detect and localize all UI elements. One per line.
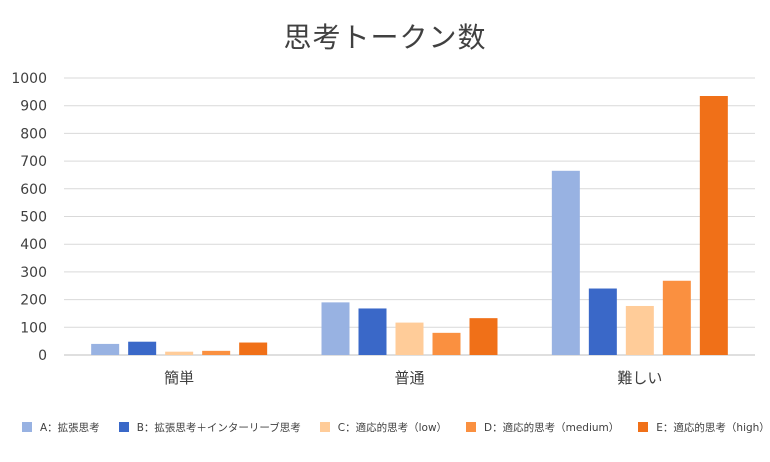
- bar-0-0: [91, 343, 120, 355]
- bars: [91, 96, 728, 355]
- legend-label: C：適応的思考（low）: [337, 421, 448, 434]
- legend-label: D：適応的思考（medium）: [484, 421, 620, 434]
- legend-swatch: [638, 422, 649, 432]
- legend-item: A：拡張思考: [22, 420, 100, 435]
- x-tick-label: 難しい: [617, 369, 662, 387]
- y-tick-label: 800: [20, 126, 47, 142]
- bar-1-0: [321, 302, 350, 355]
- x-tick-label: 簡単: [164, 369, 194, 387]
- bar-0-2: [165, 351, 194, 355]
- legend-label: E：適応的思考（high）: [656, 421, 770, 434]
- chart-title: 思考トークン数: [283, 21, 487, 54]
- bar-1-4: [469, 318, 498, 355]
- y-axis-ticks: 0 100 200 300 400 500 600 700 800 900 1000: [11, 71, 47, 364]
- x-tick-label: 普通: [394, 369, 424, 387]
- legend-item: B：拡張思考＋インターリーブ思考: [118, 420, 301, 435]
- y-tick-label: 100: [20, 320, 47, 336]
- bar-1-1: [358, 308, 387, 355]
- bar-1-2: [395, 322, 424, 355]
- legend-swatch: [22, 422, 32, 432]
- x-axis-ticks: 簡単 普通 難しい: [164, 369, 662, 387]
- y-tick-label: 400: [20, 237, 47, 253]
- bar-0-3: [202, 350, 231, 355]
- bar-2-1: [588, 288, 617, 355]
- y-tick-label: 1000: [11, 71, 47, 87]
- legend-item: E：適応的思考（high）: [638, 420, 770, 435]
- y-tick-label: 600: [20, 182, 47, 198]
- y-tick-label: 300: [20, 265, 47, 281]
- bar-2-3: [662, 280, 691, 355]
- y-tick-label: 900: [20, 99, 47, 115]
- legend-item: D：適応的思考（medium）: [466, 420, 619, 435]
- bar-2-4: [699, 96, 728, 355]
- y-tick-label: 0: [38, 348, 47, 364]
- y-tick-label: 500: [20, 210, 47, 226]
- y-tick-label: 200: [20, 293, 47, 309]
- legend-swatch: [466, 422, 477, 432]
- legend-label: B：拡張思考＋インターリーブ思考: [136, 421, 301, 434]
- legend-item: C：適応的思考（low）: [319, 420, 448, 435]
- legend-swatch: [319, 422, 330, 432]
- bar-2-0: [551, 170, 580, 355]
- legend-swatch: [118, 422, 129, 432]
- bar-1-3: [432, 332, 461, 355]
- legend-label: A：拡張思考: [40, 421, 100, 434]
- y-tick-label: 700: [20, 154, 47, 170]
- bar-0-1: [128, 341, 157, 355]
- bar-0-4: [239, 342, 268, 355]
- legend: A：拡張思考 B：拡張思考＋インターリーブ思考 C：適応的思考（low） D：適応的思…: [22, 418, 770, 436]
- bar-2-2: [625, 305, 654, 355]
